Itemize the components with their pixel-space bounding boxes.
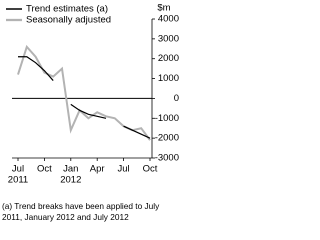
x-tick-label: Jan [63, 164, 78, 175]
x-tick-label: Jul [118, 164, 130, 175]
x-tick-label: Oct [37, 164, 52, 175]
x-tick-label: Apr [90, 164, 105, 175]
y-tick-label: 1000 [158, 73, 179, 84]
y-tick-label: 3000 [158, 33, 179, 44]
x-tick-label: Jul [12, 164, 24, 175]
legend-label: Trend estimates (a) [26, 4, 108, 15]
legend-label: Seasonally adjusted [26, 15, 111, 26]
page: $m 4000 3000 2000 1000 0 -1000 -2000 -3000 Jul 20… [2, 2, 179, 222]
x-year-label: 2012 [60, 175, 81, 186]
series-line [17, 44, 151, 141]
y-axis-label: $m [157, 3, 170, 14]
footnote: (a) Trend breaks have been applied to Ju… [2, 201, 160, 222]
y-tick-label: 4000 [158, 14, 179, 25]
y-tick-label: -2000 [155, 133, 179, 144]
series-line [18, 56, 151, 139]
x-tick-label: Oct [143, 164, 158, 175]
y-tick-label: -3000 [155, 153, 179, 164]
y-tick-label: -1000 [155, 113, 179, 124]
chart: $m 40003000200010000-1000-2000-3000Jul20… [6, 3, 179, 186]
y-tick-label: 2000 [158, 53, 179, 64]
x-year-label: 2011 [8, 175, 28, 186]
y-tick-label: 0 [174, 93, 179, 104]
